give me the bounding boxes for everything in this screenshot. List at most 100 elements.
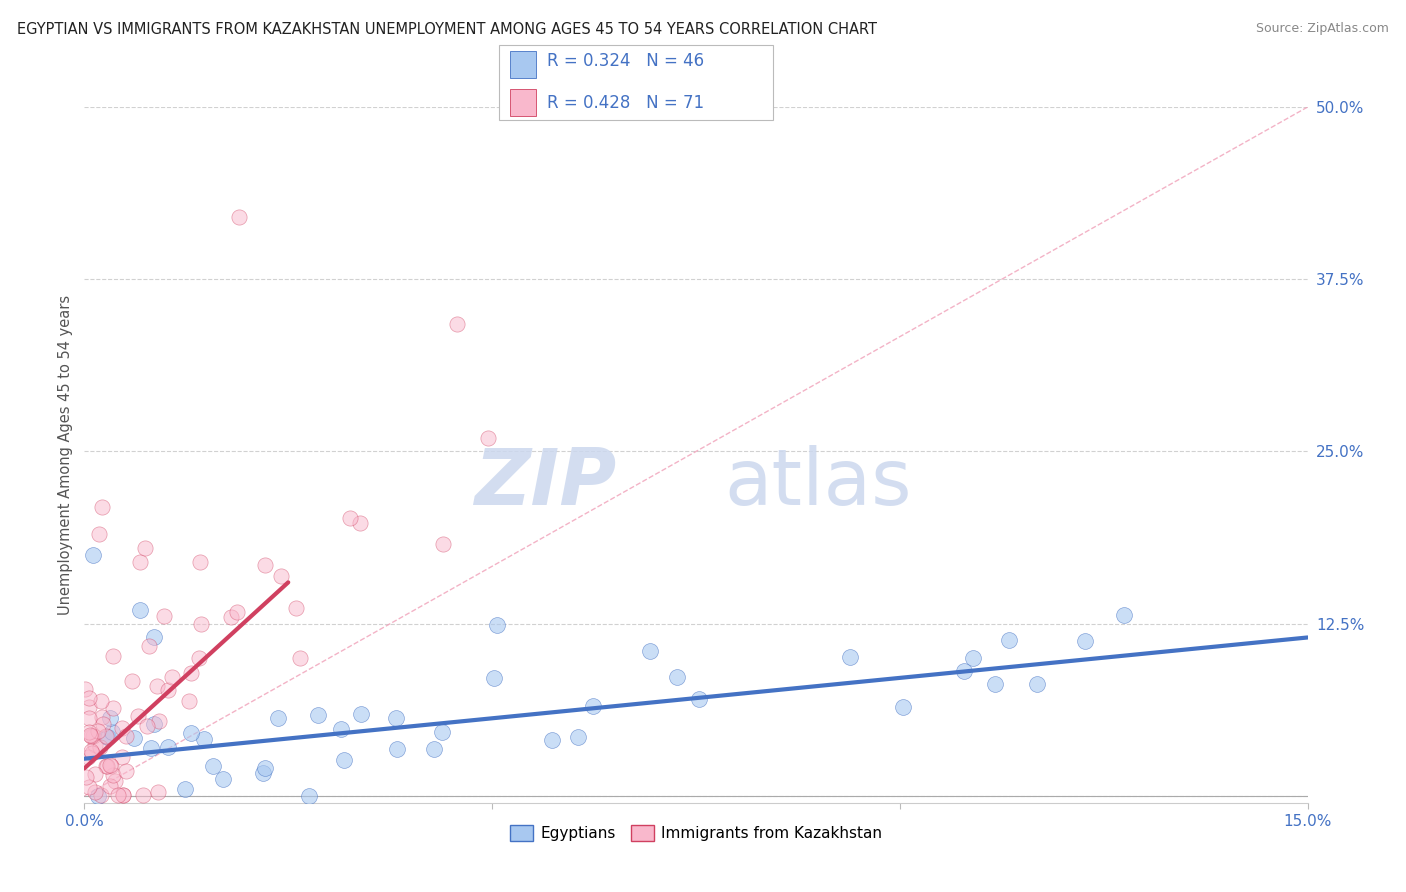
Text: Source: ZipAtlas.com: Source: ZipAtlas.com xyxy=(1256,22,1389,36)
Point xyxy=(1074,634,1097,648)
Point xyxy=(270,569,292,583)
Point xyxy=(111,788,134,802)
Point xyxy=(252,765,274,780)
Text: R = 0.428   N = 71: R = 0.428 N = 71 xyxy=(547,94,704,112)
Point xyxy=(101,724,124,739)
Point xyxy=(188,555,211,569)
Point xyxy=(422,742,444,756)
Point xyxy=(122,731,145,745)
Point xyxy=(77,699,100,714)
Point xyxy=(330,723,353,737)
Point xyxy=(82,548,104,562)
Text: R = 0.324   N = 46: R = 0.324 N = 46 xyxy=(547,52,704,70)
Point xyxy=(254,558,277,572)
Point xyxy=(90,788,112,802)
Point xyxy=(962,651,984,665)
Point xyxy=(180,665,202,680)
Point xyxy=(111,721,134,735)
Point xyxy=(228,211,250,225)
Point xyxy=(484,671,506,685)
Point xyxy=(839,649,862,664)
Point xyxy=(100,759,122,773)
Point xyxy=(98,780,121,794)
Point xyxy=(98,711,121,725)
Point xyxy=(143,630,166,644)
Point xyxy=(87,789,110,803)
Point xyxy=(146,785,169,799)
Point xyxy=(132,788,155,802)
Point xyxy=(567,731,589,745)
Point xyxy=(93,717,115,731)
Point xyxy=(350,706,373,721)
Point xyxy=(80,744,103,758)
Point xyxy=(485,617,508,632)
Point xyxy=(1026,677,1049,691)
Point xyxy=(138,640,160,654)
Point xyxy=(267,711,290,725)
Point xyxy=(94,759,117,773)
Point xyxy=(103,767,125,781)
Point xyxy=(112,788,135,802)
Point xyxy=(94,729,117,743)
Point xyxy=(129,555,152,569)
Point xyxy=(77,780,100,794)
Point xyxy=(226,605,249,619)
Text: ZIP: ZIP xyxy=(474,445,616,521)
Point xyxy=(190,616,212,631)
Point xyxy=(997,633,1019,648)
Point xyxy=(332,754,354,768)
Point xyxy=(640,644,662,658)
Point xyxy=(160,670,183,684)
Point xyxy=(129,603,152,617)
Point xyxy=(90,693,112,707)
Point xyxy=(80,729,103,743)
Point xyxy=(187,650,209,665)
Point xyxy=(114,729,136,743)
Point xyxy=(984,677,1007,691)
Point xyxy=(96,730,118,744)
Point xyxy=(75,770,97,784)
Point xyxy=(107,788,129,802)
Point xyxy=(77,690,100,705)
Point xyxy=(135,719,157,733)
Point xyxy=(339,511,361,525)
Point xyxy=(384,711,406,725)
Text: EGYPTIAN VS IMMIGRANTS FROM KAZAKHSTAN UNEMPLOYMENT AMONG AGES 45 TO 54 YEARS CO: EGYPTIAN VS IMMIGRANTS FROM KAZAKHSTAN U… xyxy=(17,22,877,37)
Point xyxy=(148,714,170,728)
Point xyxy=(477,431,499,445)
Point xyxy=(307,707,329,722)
Point xyxy=(134,541,156,556)
Point xyxy=(254,761,277,775)
Point xyxy=(582,698,605,713)
Point xyxy=(953,664,976,678)
Point xyxy=(83,766,105,780)
Point xyxy=(349,516,371,530)
Legend: Egyptians, Immigrants from Kazakhstan: Egyptians, Immigrants from Kazakhstan xyxy=(503,819,889,847)
Point xyxy=(98,757,121,772)
Point xyxy=(297,789,319,803)
Point xyxy=(84,738,107,752)
Point xyxy=(288,651,311,665)
Point xyxy=(104,774,127,789)
Point xyxy=(212,772,235,786)
Point xyxy=(387,742,409,756)
Text: atlas: atlas xyxy=(724,445,912,521)
Point xyxy=(84,785,107,799)
Point xyxy=(1112,608,1135,623)
Point xyxy=(179,694,201,708)
Point xyxy=(127,709,149,723)
Point xyxy=(285,601,308,615)
Point xyxy=(75,681,97,696)
Point xyxy=(201,759,224,773)
Point xyxy=(153,609,176,624)
Point xyxy=(156,683,179,698)
Point xyxy=(76,749,98,764)
Point xyxy=(90,710,112,724)
Point xyxy=(193,731,215,746)
Point xyxy=(156,740,179,755)
Point xyxy=(219,610,242,624)
Point xyxy=(666,670,689,684)
Point xyxy=(89,740,111,755)
Point xyxy=(79,728,101,742)
Point xyxy=(180,726,202,740)
